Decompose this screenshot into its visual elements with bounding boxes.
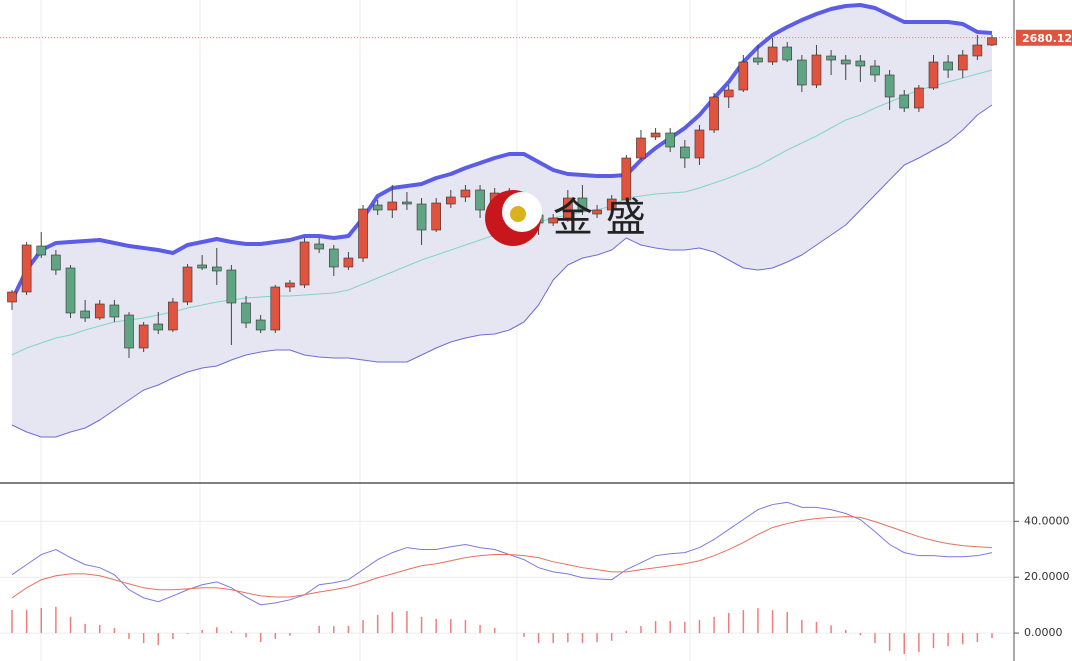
candle-body xyxy=(387,201,398,211)
candle-body xyxy=(987,37,997,46)
candle-body xyxy=(372,204,383,211)
candle-body xyxy=(767,46,778,63)
candle-body xyxy=(753,57,763,63)
candle-body xyxy=(36,245,47,256)
candle-body xyxy=(957,54,968,71)
y-tick-label: 0.0000 xyxy=(1024,626,1063,639)
candle-body xyxy=(680,146,690,159)
candle-body xyxy=(782,46,793,61)
candle-body xyxy=(241,302,251,324)
candle-body xyxy=(928,61,939,89)
candle-body xyxy=(446,196,456,205)
candle-body xyxy=(709,96,719,131)
macd-line xyxy=(11,516,993,599)
candle-body xyxy=(840,59,851,65)
y-tick-label: 40.0000 xyxy=(1024,514,1070,527)
candle-body xyxy=(460,189,471,198)
candle-body xyxy=(328,248,339,268)
last-price-label: 2680.120 xyxy=(1022,32,1072,45)
candle-body xyxy=(431,202,441,231)
candle-body xyxy=(694,129,705,159)
candle-body xyxy=(153,323,164,331)
candle-body xyxy=(826,55,836,61)
candle-body xyxy=(811,54,822,86)
candle-body xyxy=(606,198,617,211)
candle-body xyxy=(475,189,485,211)
candle-body xyxy=(650,132,661,138)
candle-body xyxy=(972,44,983,57)
candle-body xyxy=(21,244,32,293)
macd-panel: 40.0000 20.0000 0.0000 xyxy=(0,501,1070,655)
candle-body xyxy=(884,74,895,98)
candle-body xyxy=(211,266,222,272)
y-tick-label: 20.0000 xyxy=(1024,570,1070,583)
candle-body xyxy=(80,310,90,319)
candle-body xyxy=(577,197,588,212)
candle-body xyxy=(124,314,134,349)
candle-body xyxy=(797,59,807,86)
candle-body xyxy=(621,157,632,201)
candle-body xyxy=(7,291,17,303)
candle-body xyxy=(138,324,149,349)
candle-body xyxy=(270,286,281,331)
watermark-text: 金 盛 xyxy=(553,195,646,241)
candle-body xyxy=(563,197,573,219)
candle-body xyxy=(182,266,193,303)
candle-body xyxy=(226,269,237,304)
candle-body xyxy=(592,209,602,215)
candle-body xyxy=(255,319,266,331)
candle-body xyxy=(855,60,866,67)
candle-body xyxy=(109,304,120,318)
candle-body xyxy=(343,257,354,268)
candle-body xyxy=(51,254,61,271)
candle-body xyxy=(94,303,105,319)
candle-body xyxy=(899,94,910,109)
band-line xyxy=(10,3,993,301)
last-price-tag xyxy=(1016,29,1072,46)
watermark: 金 盛 xyxy=(485,190,646,246)
candle-body xyxy=(416,203,427,231)
candle-body xyxy=(197,264,207,269)
candle-body xyxy=(285,282,295,288)
candle-body xyxy=(402,201,412,205)
candle-body xyxy=(738,61,749,91)
candle-body xyxy=(65,267,76,314)
candle-body xyxy=(870,65,880,76)
candle-body xyxy=(914,87,924,109)
macd-line xyxy=(11,501,993,606)
band-line xyxy=(11,104,993,438)
candle-body xyxy=(636,137,646,159)
candle-body xyxy=(299,241,310,286)
candle-body xyxy=(548,217,558,224)
candle-body xyxy=(168,301,178,331)
candle-body xyxy=(723,89,734,98)
candle-body xyxy=(314,243,324,250)
candle-body xyxy=(358,208,368,259)
candle-body xyxy=(943,61,953,71)
candle-body xyxy=(665,132,676,148)
logo-dot xyxy=(510,206,526,222)
